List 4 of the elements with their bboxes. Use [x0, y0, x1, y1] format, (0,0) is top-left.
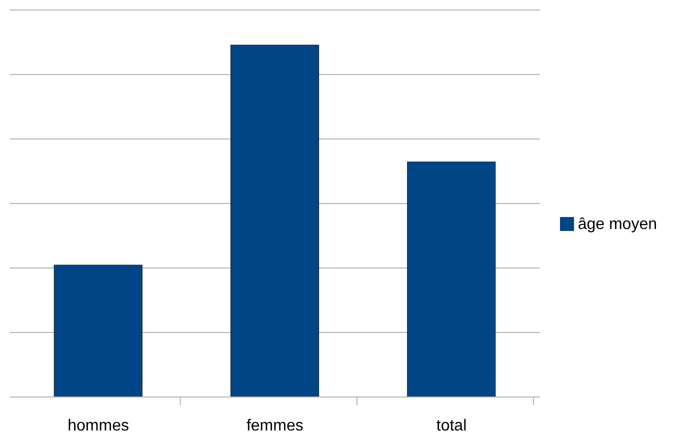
x-tick-label: femmes: [246, 417, 304, 434]
legend-label: âge moyen: [578, 216, 657, 232]
x-tick-label: hommes: [68, 417, 129, 434]
x-tick-label: total: [436, 417, 467, 434]
